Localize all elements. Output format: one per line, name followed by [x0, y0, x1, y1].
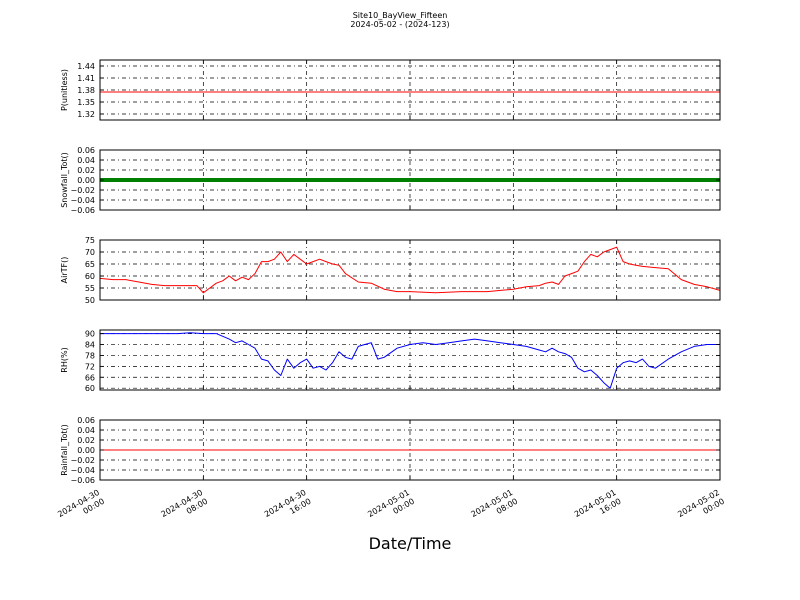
- y-tick-label: 1.32: [77, 110, 95, 119]
- y-tick-label: 0.00: [77, 176, 95, 185]
- y-tick-label: 55: [85, 284, 95, 293]
- panel-1: 1.32 1.35 1.38 1.41 1.44 P(unitless): [60, 59, 721, 121]
- y-tick-label: −0.02: [70, 456, 95, 465]
- y-tick-label: 0.00: [77, 446, 95, 455]
- y-tick-label: 1.38: [77, 86, 95, 95]
- y-tick-label: 0.02: [77, 436, 95, 445]
- x-tick-label: 2024-05-0108:00: [470, 488, 520, 528]
- y-tick-label: 0.04: [77, 156, 95, 165]
- series-line: [99, 246, 721, 294]
- y-tick-label: 60: [85, 272, 95, 281]
- y-tick-label: 70: [85, 248, 95, 257]
- y-axis-label: AirTF(): [60, 257, 69, 284]
- y-tick-label: −0.04: [70, 466, 95, 475]
- y-tick-label: 50: [85, 296, 95, 305]
- panel-2: 0.060.040.020.00−0.02−0.04−0.06Snowfall_…: [60, 146, 721, 215]
- x-tick-label: 2024-04-3008:00: [160, 488, 210, 528]
- x-tick-label: 2024-05-0200:00: [676, 488, 726, 528]
- y-tick-label: −0.04: [70, 196, 95, 205]
- y-tick-label: 0.04: [77, 426, 95, 435]
- x-tick-label: 2024-04-3000:00: [56, 488, 106, 528]
- y-axis-label: Snowfall_Tot(): [60, 152, 69, 208]
- y-tick-label: 78: [85, 351, 95, 360]
- y-tick-label: 0.06: [77, 416, 95, 425]
- series-line: [100, 332, 720, 389]
- chart-title: Site10_BayView_Fifteen: [352, 11, 448, 20]
- x-tick-label: 2024-05-0116:00: [573, 488, 623, 528]
- panel-3: 75 70 65 60 55 50 AirTF(): [60, 236, 721, 305]
- y-tick-label: 0.02: [77, 166, 95, 175]
- y-tick-label: 75: [85, 236, 95, 245]
- y-tick-label: 1.41: [77, 74, 95, 83]
- panel-5: 0.060.040.020.00−0.02−0.04−0.06Rainfall_…: [60, 416, 721, 485]
- y-tick-label: 65: [85, 260, 95, 269]
- y-tick-label: 84: [85, 341, 95, 350]
- y-tick-label: 1.35: [77, 98, 95, 107]
- chart-subtitle: 2024-05-02 - (2024-123): [350, 20, 450, 29]
- y-tick-label: 72: [85, 362, 95, 371]
- y-axis-label: P(unitless): [60, 69, 69, 111]
- x-axis-title: Date/Time: [368, 534, 452, 553]
- y-tick-label: 66: [85, 373, 95, 382]
- y-tick-label: 90: [85, 330, 95, 339]
- x-tick-label: 2024-04-3016:00: [263, 488, 313, 528]
- y-tick-label: 0.06: [77, 146, 95, 155]
- y-axis-label: Rainfall_Tot(): [60, 424, 69, 476]
- y-tick-label: −0.06: [70, 476, 95, 485]
- y-tick-label: 60: [85, 384, 95, 393]
- x-tick-label: 2024-05-0100:00: [366, 488, 416, 528]
- y-tick-label: −0.02: [70, 186, 95, 195]
- y-axis-label: RH(%): [60, 347, 69, 372]
- y-tick-label: 1.44: [77, 62, 95, 71]
- y-tick-label: −0.06: [70, 206, 95, 215]
